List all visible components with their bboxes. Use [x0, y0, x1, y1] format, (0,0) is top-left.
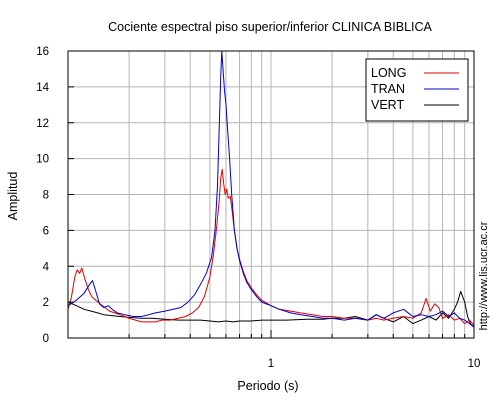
x-tick-label: 1: [268, 358, 274, 370]
y-tick-label: 10: [36, 154, 49, 166]
y-tick-label: 6: [43, 225, 49, 237]
chart-title: Cociente espectral piso superior/inferio…: [108, 20, 432, 34]
grid-lines: [68, 51, 474, 338]
legend-label-long: LONG: [371, 66, 406, 80]
y-tick-label: 12: [36, 118, 49, 130]
y-tick-label: 16: [36, 46, 49, 58]
series-line-long: [68, 168, 474, 326]
legend-label-vert: VERT: [371, 98, 404, 112]
source-url-watermark: http://www.lis.ucr.ac.cr: [478, 221, 490, 330]
y-axis-ticks: 0 2 4 6 8 10 12 14 16: [36, 46, 74, 345]
y-tick-label: 8: [43, 190, 49, 202]
y-tick-label: 2: [43, 297, 49, 309]
y-tick-label: 14: [36, 82, 49, 94]
legend: LONG TRAN VERT: [365, 58, 469, 122]
legend-label-tran: TRAN: [371, 82, 405, 96]
series-line-tran: [68, 51, 474, 328]
x-axis-ticks: 1 10: [128, 330, 481, 370]
series-lines: [68, 51, 474, 328]
y-tick-label: 0: [43, 333, 49, 345]
legend-box: [365, 58, 469, 122]
x-axis-title: Periodo (s): [237, 379, 298, 393]
x-tick-label: 10: [468, 358, 481, 370]
y-axis-title: Amplitud: [6, 172, 20, 221]
y-tick-label: 4: [43, 261, 50, 273]
